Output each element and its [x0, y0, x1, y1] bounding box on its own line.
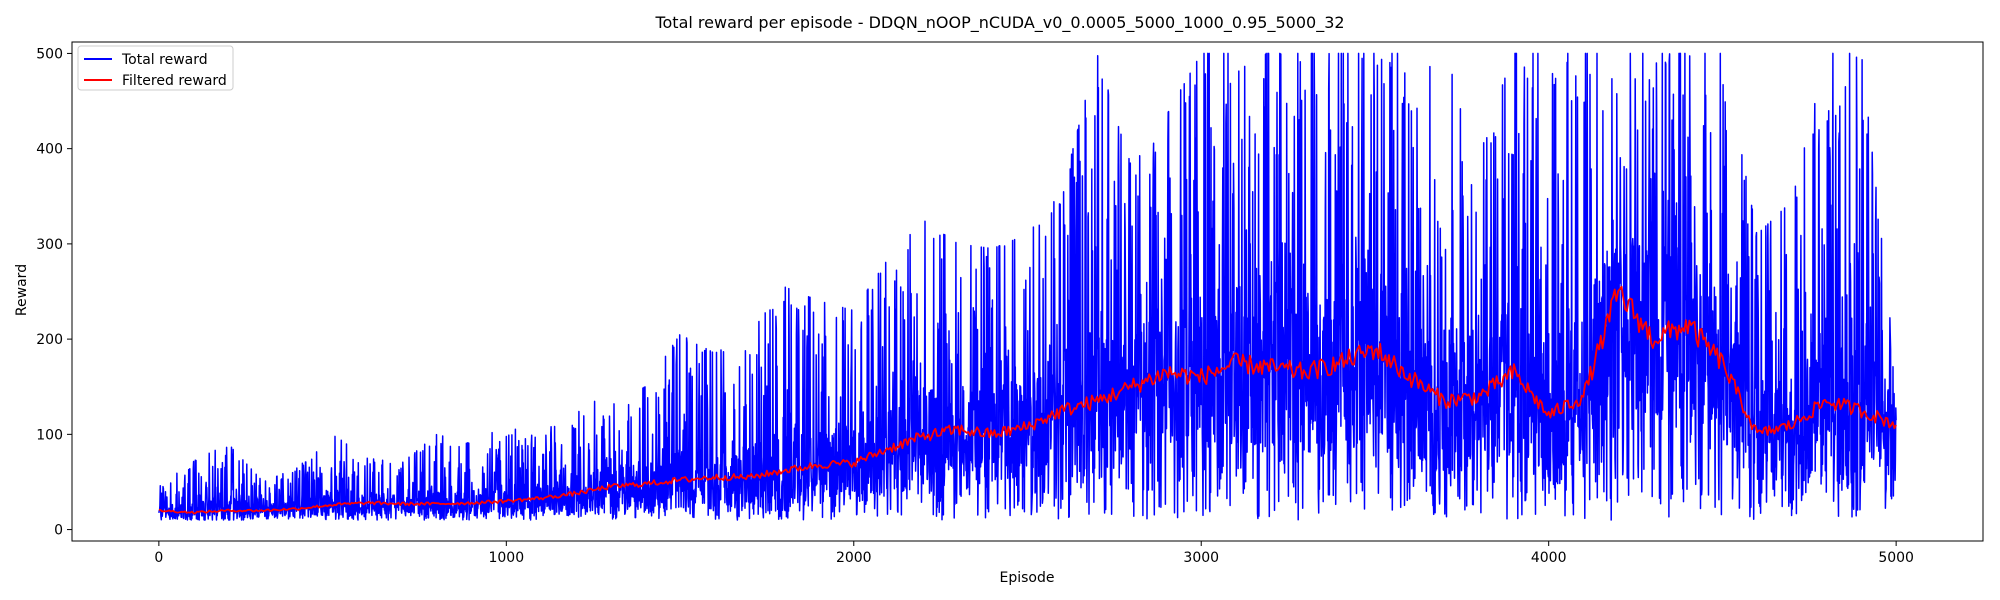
x-tick-label: 5000 [1878, 550, 1914, 566]
y-tick-label: 0 [54, 523, 63, 539]
x-axis: 0 1000 2000 3000 4000 5000 [154, 541, 1914, 566]
x-tick-label: 4000 [1531, 550, 1567, 566]
y-axis: 0 100 200 300 400 500 [36, 46, 72, 539]
legend-label: Total reward [121, 52, 208, 68]
legend-label: Filtered reward [122, 73, 227, 89]
x-tick-label: 2000 [836, 550, 872, 566]
series-line-filtered-reward [158, 285, 1897, 515]
legend: Total reward Filtered reward [77, 45, 234, 91]
plot-frame [71, 41, 1984, 542]
y-tick-label: 500 [36, 46, 63, 62]
series-line-total-reward [158, 52, 1897, 521]
plot-area [71, 41, 1984, 542]
y-tick-label: 400 [36, 142, 63, 158]
legend-box [77, 45, 234, 91]
chart-marks [158, 52, 1897, 521]
y-tick-label: 200 [36, 332, 63, 348]
y-axis-label: Reward [14, 264, 30, 316]
x-tick-label: 0 [154, 550, 163, 566]
x-tick-label: 1000 [488, 550, 524, 566]
y-tick-label: 100 [36, 427, 63, 443]
x-axis-label: Episode [1000, 570, 1055, 586]
x-tick-label: 3000 [1183, 550, 1219, 566]
y-tick-label: 300 [36, 237, 63, 253]
chart-title: Total reward per episode - DDQN_nOOP_nCU… [654, 13, 1344, 33]
